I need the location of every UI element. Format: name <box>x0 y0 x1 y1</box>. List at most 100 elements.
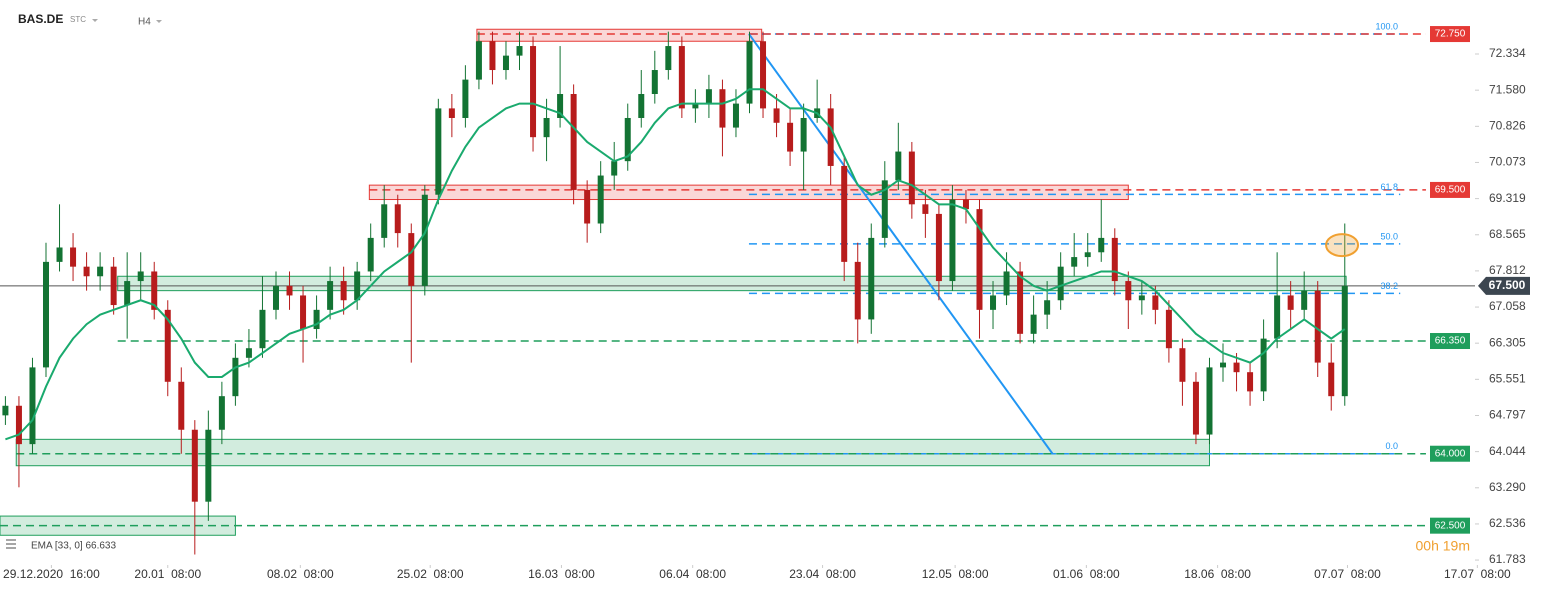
y-tick-label: 67.058 <box>1489 299 1526 313</box>
candle-body <box>1220 362 1227 368</box>
candle-body <box>435 108 442 195</box>
level-label: 64.000 <box>1435 448 1466 459</box>
candle-body <box>15 405 22 445</box>
candle-body <box>1165 309 1172 349</box>
candle-body <box>949 199 956 282</box>
candle-body <box>381 204 388 238</box>
candle-body <box>1071 257 1078 267</box>
candle-body <box>841 165 848 262</box>
x-tick-label: 17.07 08:00 <box>1444 567 1511 581</box>
highlight-marker <box>1325 233 1360 258</box>
candle-body <box>218 396 225 430</box>
candle-body <box>1247 372 1254 392</box>
candle-body <box>597 175 604 224</box>
y-tick-label: 62.536 <box>1489 516 1526 530</box>
candle-body <box>895 151 902 181</box>
x-tick-label: 07.07 08:00 <box>1314 567 1381 581</box>
candle-body <box>191 429 198 502</box>
candle-body <box>448 108 455 118</box>
candle-body <box>624 117 631 162</box>
candle-body <box>367 237 374 272</box>
x-tick-label: 20.01 08:00 <box>134 567 201 581</box>
candle-body <box>1179 348 1186 382</box>
candle-body <box>1125 281 1132 301</box>
candle-body <box>976 209 983 310</box>
current-price-label: 67.500 <box>1489 278 1526 292</box>
candle-body <box>1044 300 1051 315</box>
candle-body <box>42 261 49 368</box>
level-label: 62.500 <box>1435 520 1466 531</box>
candle-body <box>651 70 658 95</box>
candle-body <box>881 180 888 238</box>
x-tick-label: 16.03 08:00 <box>528 567 595 581</box>
candle-body <box>272 285 279 310</box>
indicator-icon[interactable] <box>6 539 16 549</box>
zone <box>15 438 1210 467</box>
fib-label: 61.8 <box>1380 182 1398 192</box>
candle-body <box>1017 271 1024 334</box>
candle-body <box>421 194 428 286</box>
candle-body <box>1206 367 1213 435</box>
dropdown-caret[interactable] <box>156 20 162 23</box>
fib-label: 38.2 <box>1380 281 1398 291</box>
x-tick-label: 06.04 08:00 <box>659 567 726 581</box>
candle-body <box>178 381 185 430</box>
level-label: 66.350 <box>1435 336 1466 347</box>
candle-body <box>1260 338 1267 392</box>
y-tick-label: 64.797 <box>1489 408 1526 422</box>
candle-body <box>557 94 564 118</box>
x-tick-label: 01.06 08:00 <box>1053 567 1120 581</box>
trendline <box>748 33 1054 455</box>
candle-body <box>205 429 212 502</box>
level-label-box <box>1430 26 1470 43</box>
level-label-box <box>1430 517 1470 534</box>
candle-body <box>962 199 969 210</box>
candle-body <box>665 46 672 71</box>
candle-body <box>83 266 90 277</box>
zone <box>476 28 763 42</box>
candle-body <box>340 281 347 301</box>
y-tick-label: 72.334 <box>1489 46 1526 60</box>
x-tick-label: 25.02 08:00 <box>397 567 464 581</box>
candle-body <box>97 266 104 277</box>
indicator-label: EMA [33, 0] 66.633 <box>31 541 116 552</box>
candle-body <box>1057 266 1064 301</box>
y-tick-label: 66.305 <box>1489 335 1526 349</box>
candle-body <box>1152 295 1159 310</box>
candle-body <box>313 309 320 330</box>
candle-body <box>489 41 496 71</box>
candle-body <box>868 237 875 320</box>
candle-body <box>1098 237 1105 253</box>
x-tick-label: 12.05 08:00 <box>922 567 989 581</box>
timeframe[interactable]: H4 <box>138 17 151 28</box>
y-tick-label: 68.565 <box>1489 227 1526 241</box>
zone <box>117 275 1347 292</box>
candle-body <box>1138 295 1145 301</box>
symbol[interactable]: BAS.DE <box>18 12 63 26</box>
candle-body <box>245 348 252 358</box>
level-label-box <box>1430 445 1470 462</box>
level-label: 69.500 <box>1435 185 1466 196</box>
candle-body <box>990 295 997 310</box>
x-tick-label: 23.04 08:00 <box>789 567 856 581</box>
x-tick-label: 18.06 08:00 <box>1184 567 1251 581</box>
candle-body <box>259 309 266 349</box>
y-tick-label: 69.319 <box>1489 191 1526 205</box>
level-label-box <box>1430 181 1470 198</box>
candle-body <box>800 117 807 152</box>
candle-body <box>773 108 780 123</box>
candle-body <box>1287 295 1294 310</box>
candle-body <box>462 79 469 118</box>
current-price-box <box>1478 276 1530 295</box>
y-tick-label: 70.826 <box>1489 119 1526 133</box>
candle-body <box>475 41 482 80</box>
candle-body <box>1030 314 1037 334</box>
candle-body <box>1314 290 1321 363</box>
candle-body <box>922 204 929 214</box>
zone <box>368 184 1129 201</box>
candle-body <box>705 89 712 104</box>
fib-label: 100.0 <box>1375 21 1398 31</box>
dropdown-caret[interactable] <box>92 19 98 22</box>
candle-body <box>1084 252 1091 258</box>
